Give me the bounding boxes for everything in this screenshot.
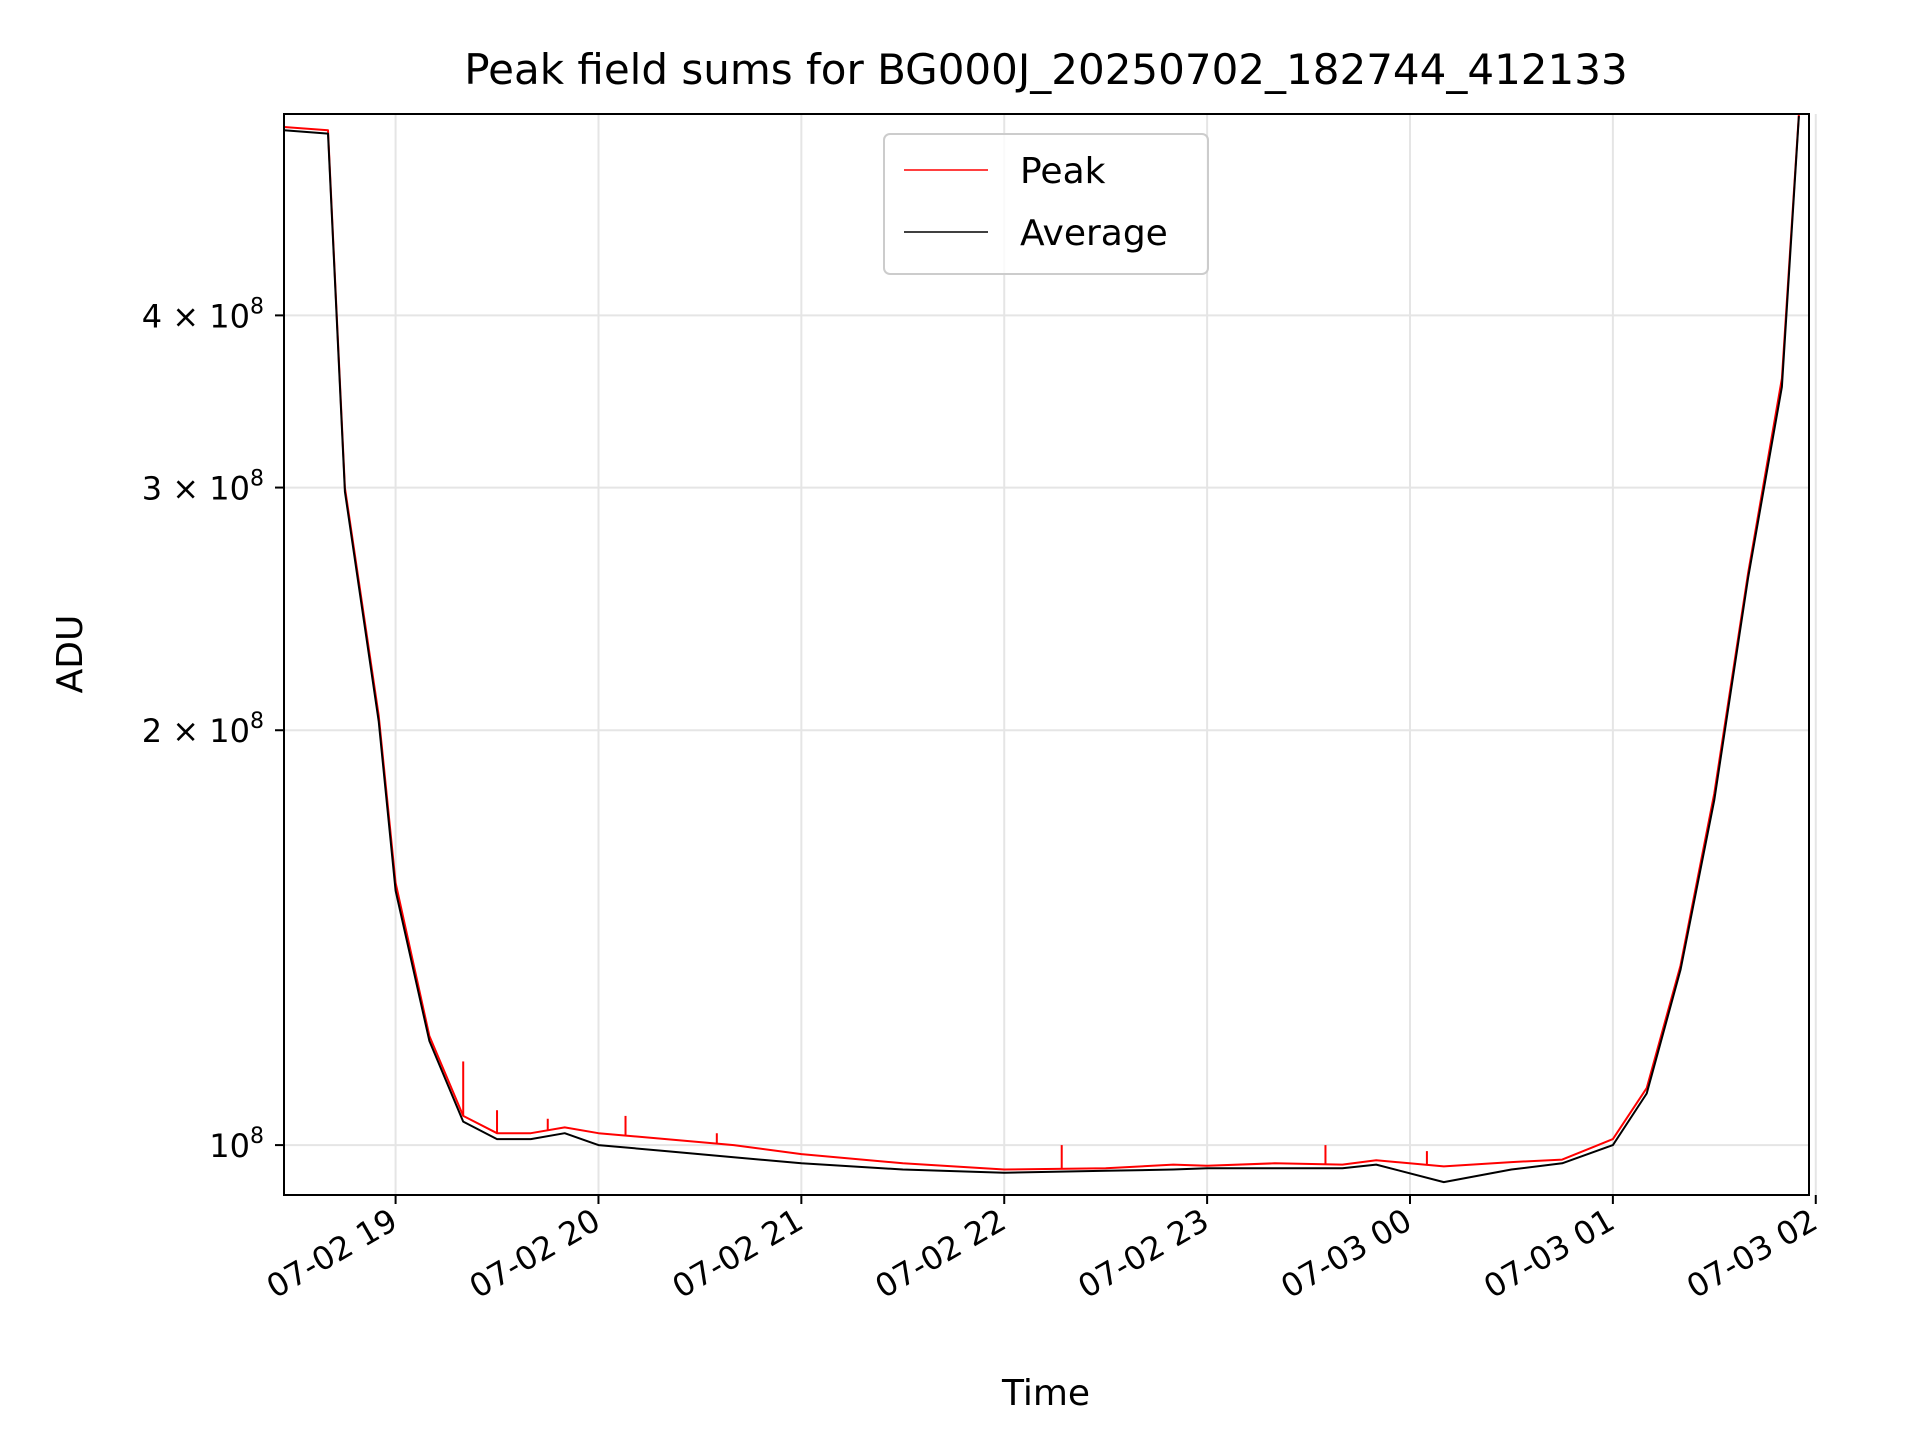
- legend-label-average: Average: [1020, 213, 1168, 254]
- series-line-average: [284, 116, 1800, 1184]
- series-line-peak: [284, 114, 1800, 1171]
- legend: Peak Average: [883, 133, 1209, 275]
- y-tick-label: 108: [209, 1124, 264, 1165]
- legend-label-peak: Peak: [1020, 151, 1106, 192]
- legend-box: [883, 133, 1209, 275]
- grid: [284, 114, 1817, 1195]
- x-axis-label: Time: [1001, 1373, 1090, 1414]
- series-layer: [284, 114, 1800, 1184]
- plot-frame: [283, 113, 1810, 1196]
- plot-area: [284, 114, 1809, 1195]
- y-axis-label: ADU: [50, 615, 91, 694]
- y-axis-ticks: 108 2 × 108 3 × 108 4 × 108: [142, 294, 284, 1165]
- y-tick-label: 4 × 108: [142, 294, 264, 335]
- y-tick-label: 2 × 108: [142, 709, 264, 750]
- y-tick-label: 3 × 108: [142, 467, 264, 508]
- chart-title: Peak field sums for BG000J_20250702_1827…: [464, 45, 1627, 94]
